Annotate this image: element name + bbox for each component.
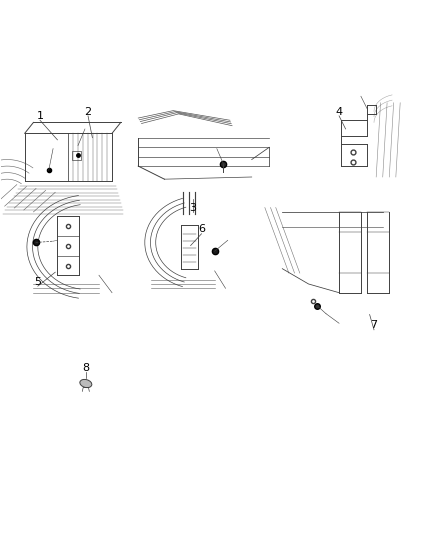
Text: 6: 6 — [198, 224, 205, 235]
Text: 8: 8 — [82, 363, 89, 373]
Text: 3: 3 — [189, 203, 196, 213]
Text: 2: 2 — [85, 107, 92, 117]
Text: 7: 7 — [371, 320, 378, 330]
Text: 4: 4 — [336, 107, 343, 117]
Text: 1: 1 — [36, 111, 43, 121]
Bar — [72, 151, 81, 160]
Text: 5: 5 — [34, 277, 41, 287]
Ellipse shape — [80, 379, 92, 387]
